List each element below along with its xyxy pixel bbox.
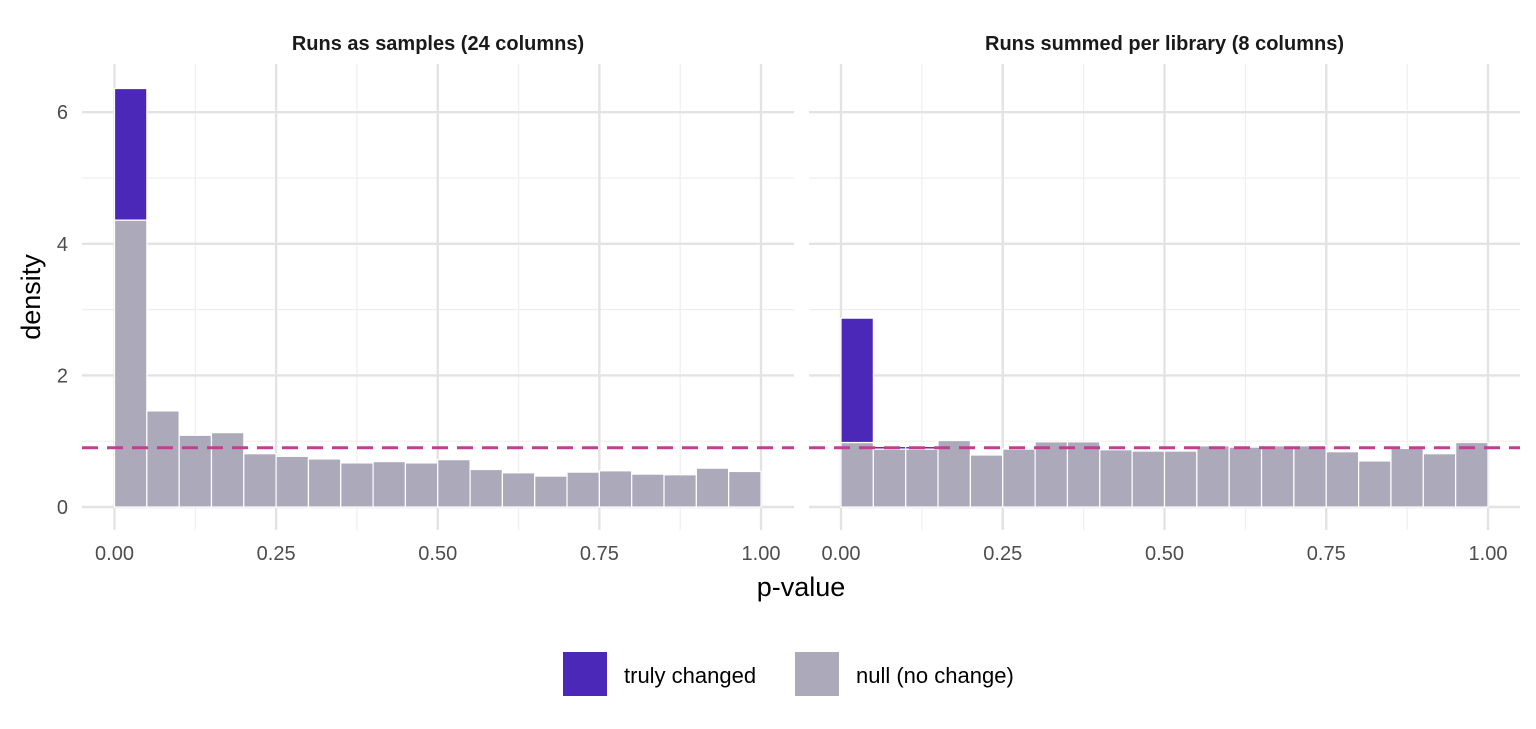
y-tick-label: 2 [57, 365, 68, 387]
bar-null-bin-14 [1260, 445, 1295, 508]
bar-null-bin-3 [905, 448, 939, 508]
legend-swatch-null [795, 652, 839, 696]
bar-null-bin-12 [1196, 445, 1230, 508]
bar-null-bin-18 [1390, 447, 1424, 508]
bar-null-bin-4 [210, 432, 245, 508]
bar-null-bin-6 [1002, 448, 1036, 508]
bars [113, 87, 762, 508]
bars [840, 317, 1489, 508]
bar-null-bin-18 [663, 474, 697, 508]
bar-null-bin-7 [307, 458, 342, 508]
bar-null-bin-10 [1131, 450, 1166, 508]
y-tick-labels: 0 2 4 6 [57, 102, 68, 519]
bar-null-bin-17 [1357, 460, 1392, 508]
legend-swatch-truly-changed [563, 652, 607, 696]
bar-null-bin-12 [469, 468, 504, 508]
bar-null-bin-20 [728, 470, 762, 508]
bar-null-bin-7 [1034, 441, 1069, 508]
bar-null-bin-15 [566, 471, 600, 508]
bar-null-bin-6 [275, 455, 310, 508]
bar-null-bin-13 [1228, 446, 1263, 508]
panel-1: Runs as samples (24 columns) 0.00 0.25 0.50… [57, 33, 794, 565]
panel-2: Runs summed per library (8 columns)0.00 0… [809, 33, 1520, 565]
y-tick-label: 4 [57, 234, 68, 256]
x-tick-label: 1.00 [742, 543, 781, 565]
bar-null-bin-8 [340, 462, 374, 508]
bar-null-bin-16 [1325, 451, 1360, 508]
bar-null-bin-9 [372, 460, 407, 508]
bar-null-bin-8 [1066, 441, 1101, 508]
x-tick-label: 0.75 [580, 543, 619, 565]
bar-null-bin-1 [840, 441, 874, 508]
x-tick-labels: 0.00 0.25 0.50 0.75 1.00 [95, 543, 780, 565]
x-tick-label: 0.25 [257, 543, 296, 565]
y-tick-label: 6 [57, 102, 68, 124]
x-tick-label: 0.25 [983, 543, 1022, 565]
panel-title: Runs summed per library (8 columns) [985, 33, 1344, 55]
x-tick-label: 1.00 [1469, 543, 1508, 565]
bar-truly-changed-bin-1 [840, 317, 874, 444]
y-axis-title: density [16, 254, 46, 340]
bar-null-bin-14 [534, 475, 568, 508]
bar-null-bin-3 [178, 434, 213, 508]
x-tick-label: 0.00 [822, 543, 861, 565]
bar-null-bin-19 [1422, 453, 1457, 508]
legend-label-null: null (no change) [856, 663, 1014, 688]
panel-title: Runs as samples (24 columns) [292, 33, 584, 55]
bar-null-bin-13 [501, 472, 536, 508]
bar-null-bin-20 [1455, 441, 1489, 508]
bar-null-bin-11 [437, 459, 471, 508]
legend-label-truly-changed: truly changed [624, 663, 756, 688]
x-axis-title: p-value [757, 572, 846, 602]
bar-null-bin-16 [598, 470, 633, 508]
panels-layer: Runs as samples (24 columns) 0.00 0.25 0.50… [57, 33, 1520, 565]
bar-null-bin-10 [404, 462, 439, 508]
bar-null-bin-11 [1163, 450, 1198, 508]
y-tick-label: 0 [57, 497, 68, 519]
bar-null-bin-2 [146, 410, 180, 508]
bar-null-bin-5 [969, 454, 1004, 508]
x-tick-labels: 0.00 0.25 0.50 0.75 1.00 [822, 543, 1508, 565]
x-tick-label: 0.50 [418, 543, 457, 565]
bar-truly-changed-bin-1 [113, 87, 148, 221]
bar-null-bin-15 [1293, 445, 1327, 508]
bar-null-bin-2 [872, 448, 907, 508]
x-tick-label: 0.50 [1145, 543, 1184, 565]
bar-null-bin-9 [1099, 449, 1133, 508]
x-tick-label: 0.00 [95, 543, 134, 565]
x-tick-label: 0.75 [1307, 543, 1346, 565]
bar-null-bin-4 [937, 439, 971, 508]
bar-null-bin-5 [243, 453, 277, 508]
bar-null-bin-17 [631, 473, 665, 508]
bar-null-bin-1 [113, 219, 148, 508]
bar-null-bin-19 [695, 467, 730, 508]
legend: truly changed null (no change) [563, 652, 1014, 696]
